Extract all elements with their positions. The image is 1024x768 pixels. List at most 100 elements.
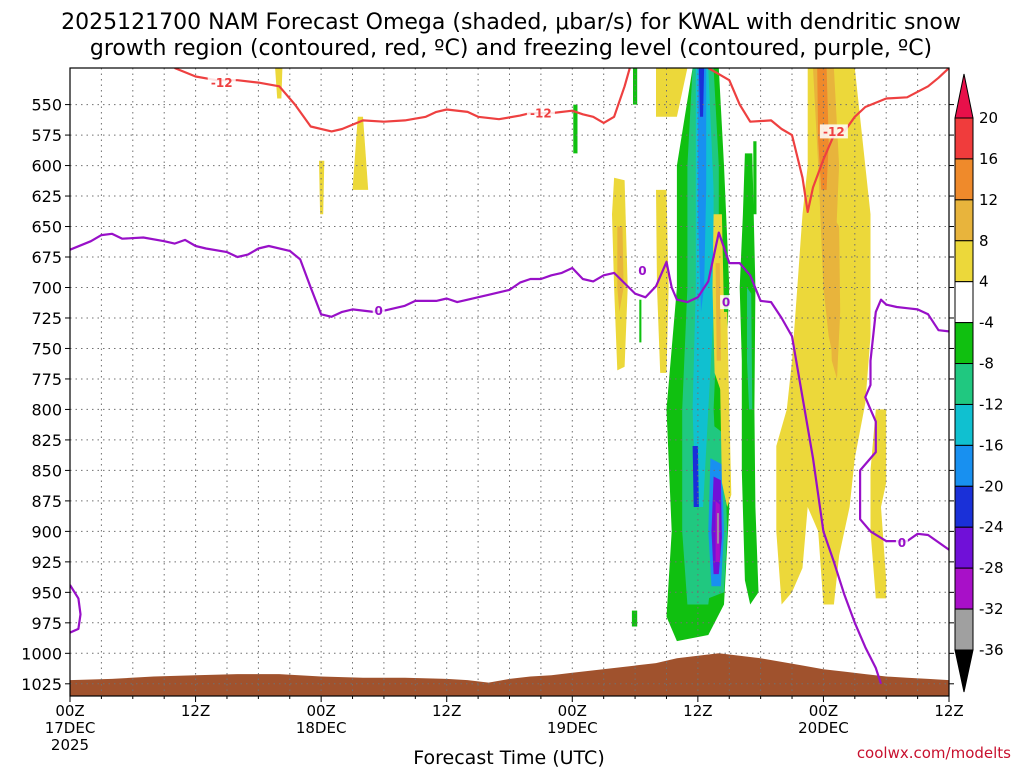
colorbar-label-12: -32 [979, 600, 1004, 618]
omega-region-25 [352, 116, 369, 190]
colorbar-segment-9 [954, 485, 974, 528]
y-tick-label-900: 900 [31, 522, 62, 541]
colorbar-extend-low [954, 649, 974, 693]
x-tick-label-60-0: 12Z [683, 702, 712, 720]
x-tick-label-48-0: 00Z [558, 702, 587, 720]
chart-title-line-1: 2025121700 NAM Forecast Omega (shaded, μ… [61, 10, 961, 35]
y-axis: 550 575 600 625 650 675 700 725 750 775 800 825 850 8… [21, 96, 954, 694]
svg-text:0: 0 [638, 264, 646, 278]
contour-layer: -12 -12 -12 0 0 0 0 [70, 68, 949, 685]
colorbar-segment-4 [954, 281, 974, 324]
omega-region-22 [829, 214, 841, 379]
omega-region-7 [692, 446, 699, 507]
svg-text:0: 0 [898, 536, 906, 550]
colorbar-segment-5 [954, 322, 974, 365]
freezing-level-contour-right [858, 298, 949, 551]
colorbar-label-9: -20 [979, 477, 1004, 495]
x-tick-label-12-0: 12Z [181, 702, 210, 720]
freezing-level-contour-corner [70, 584, 82, 634]
colorbar-label-8: -16 [979, 436, 1004, 454]
svg-text:0: 0 [375, 304, 383, 318]
omega-region-12 [747, 287, 753, 410]
y-tick-label-800: 800 [31, 400, 62, 419]
omega-region-27 [319, 160, 325, 215]
svg-text:-12: -12 [530, 107, 552, 121]
colorbar-label-11: -28 [979, 559, 1004, 577]
omega-region-31 [639, 299, 642, 343]
colorbar-label-1: 16 [979, 150, 998, 168]
y-tick-label-725: 725 [31, 309, 62, 328]
svg-text:0: 0 [722, 296, 730, 310]
x-tick-label-84-0: 12Z [934, 702, 963, 720]
x-tick-label-72-1: 20DEC [798, 719, 849, 737]
omega-region-24 [656, 68, 688, 117]
y-tick-label-825: 825 [31, 431, 62, 450]
omega-shading [275, 68, 887, 642]
colorbar-segment-3 [954, 240, 974, 283]
y-tick-label-925: 925 [31, 553, 62, 572]
x-tick-label-0-2: 2025 [51, 736, 89, 754]
colorbar-segment-11 [954, 567, 974, 610]
colorbar-label-6: -8 [979, 355, 994, 373]
y-tick-label-675: 675 [31, 248, 62, 267]
colorbar-segment-10 [954, 526, 974, 569]
colorbar-segment-2 [954, 199, 974, 242]
freezing-label-2: 0 [636, 263, 649, 278]
omega-region-3 [697, 68, 707, 312]
x-tick-label-24-0: 00Z [306, 702, 335, 720]
colorbar-segment-0 [954, 117, 974, 160]
y-tick-label-625: 625 [31, 187, 62, 206]
x-tick-label-72-0: 00Z [809, 702, 838, 720]
x-tick-label-0-1: 17DEC [45, 719, 96, 737]
colorbar-label-5: -4 [979, 314, 994, 332]
y-tick-label-575: 575 [31, 126, 62, 145]
omega-region-28 [573, 104, 578, 154]
colorbar-label-13: -36 [979, 641, 1004, 659]
colorbar-segment-7 [954, 403, 974, 446]
grid-layer [70, 68, 949, 696]
dgz-label-3: -12 [819, 124, 848, 139]
svg-text:-12: -12 [823, 125, 845, 139]
x-tick-label-0-0: 00Z [55, 702, 84, 720]
y-tick-label-775: 775 [31, 370, 62, 389]
x-tick-label-48-1: 19DEC [547, 719, 598, 737]
omega-region-17 [617, 226, 624, 312]
colorbar-segment-8 [954, 444, 974, 487]
colorbar-label-3: 8 [979, 232, 989, 250]
freezing-label-3: 0 [720, 295, 733, 310]
freezing-label-4: 0 [895, 535, 908, 550]
colorbar-label-4: 4 [979, 273, 989, 291]
y-tick-label-650: 650 [31, 218, 62, 237]
colorbar-label-2: 12 [979, 191, 998, 209]
dgz-contour [174, 68, 631, 133]
dgz-label-2: -12 [526, 106, 555, 121]
omega-region-18 [656, 189, 669, 373]
y-tick-label-975: 975 [31, 614, 62, 633]
y-tick-label-875: 875 [31, 492, 62, 511]
colorbar-segment-1 [954, 158, 974, 201]
x-tick-label-24-1: 18DEC [296, 719, 347, 737]
colorbar-label-0: 20 [979, 109, 998, 127]
omega-region-29 [633, 68, 638, 105]
y-tick-label-700: 700 [31, 278, 62, 297]
dgz-label-1: -12 [207, 75, 236, 90]
freezing-label-1: 0 [372, 303, 385, 318]
credit-text[interactable]: coolwx.com/modelts [857, 744, 1011, 762]
y-tick-label-750: 750 [31, 339, 62, 358]
plot-area: -12 -12 -12 0 0 0 0 [70, 68, 949, 696]
y-tick-label-550: 550 [31, 96, 62, 115]
dgz-contour-right [707, 68, 949, 213]
colorbar-label-7: -12 [979, 395, 1004, 413]
svg-text:-12: -12 [211, 76, 233, 90]
x-tick-label-36-0: 12Z [432, 702, 461, 720]
y-tick-label-1025: 1025 [21, 675, 62, 694]
y-tick-label-1000: 1000 [21, 644, 62, 663]
colorbar-segment-12 [954, 608, 974, 651]
y-tick-label-950: 950 [31, 583, 62, 602]
chart-title-line-2: growth region (contoured, red, ºC) and f… [90, 36, 932, 61]
omega-region-30 [631, 610, 638, 627]
omega-region-32 [753, 141, 757, 215]
omega-region-10 [717, 513, 719, 544]
y-tick-label-600: 600 [31, 157, 62, 176]
